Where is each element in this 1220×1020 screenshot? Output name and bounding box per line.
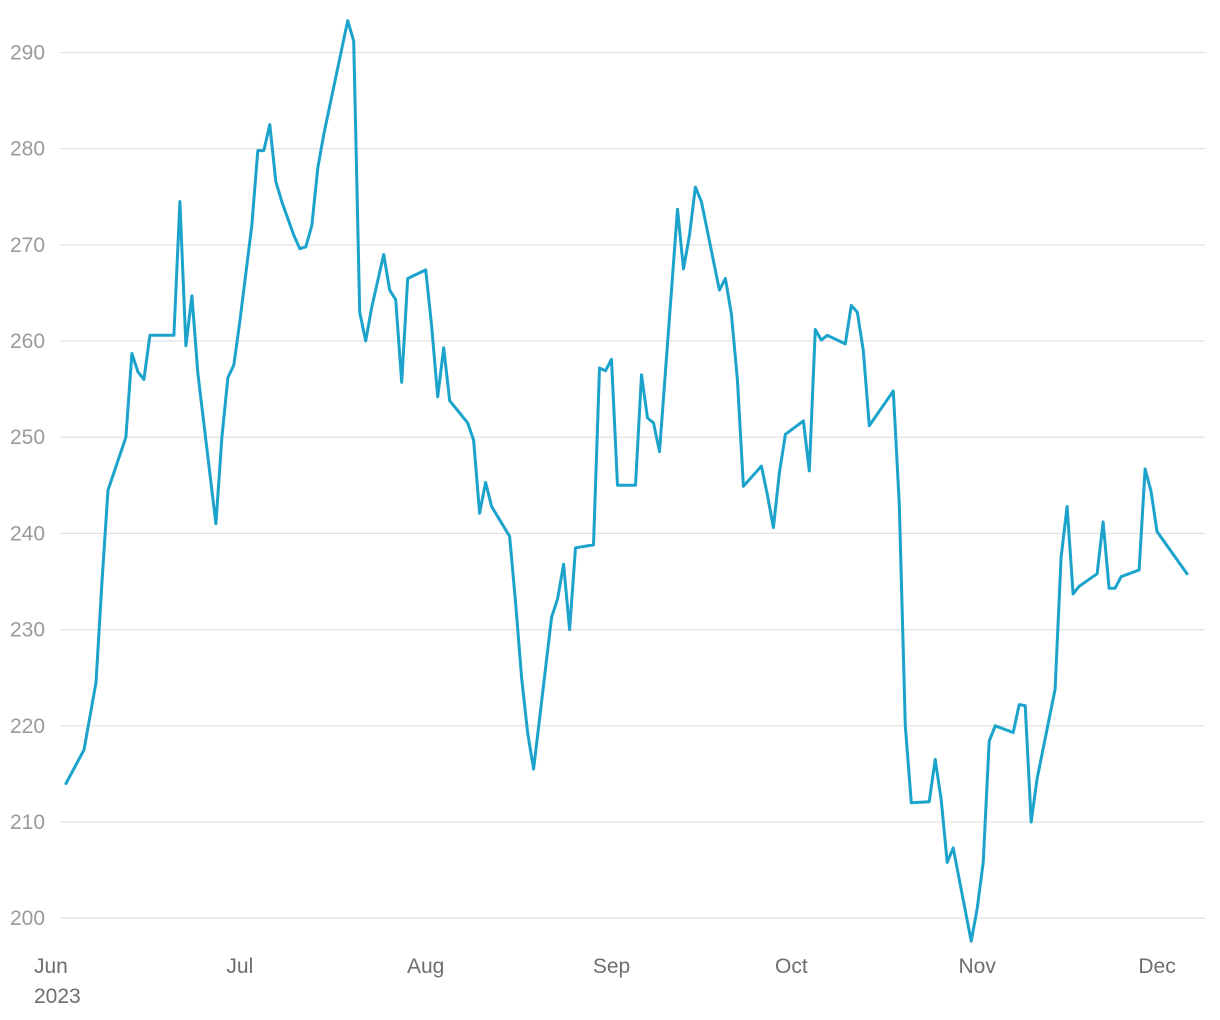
y-tick-label-240: 240 [10,522,45,545]
grid-lines [60,51,1205,919]
x-tick-label-oct: Oct [775,955,808,978]
y-tick-label-250: 250 [10,426,45,449]
x-axis-tick-labels: Jun 2023 Jul Aug Sep Oct Nov Dec [34,955,1176,1008]
series-layer [64,19,1189,943]
x-tick-label-jun: Jun [34,955,68,978]
y-tick-label-220: 220 [10,715,45,738]
y-tick-label-280: 280 [10,138,45,161]
x-tick-label-jul: Jul [226,955,253,978]
series-line-0 [64,19,1189,943]
y-tick-label-230: 230 [10,619,45,642]
y-tick-label-200: 200 [10,907,45,930]
y-tick-label-270: 270 [10,234,45,257]
x-tick-sublabel-year: 2023 [34,985,81,1008]
x-tick-label-dec: Dec [1138,955,1175,978]
x-tick-label-aug: Aug [407,955,444,978]
y-tick-label-260: 260 [10,330,45,353]
x-tick-label-nov: Nov [959,955,997,978]
y-axis-tick-labels: 200 210 220 230 240 250 260 270 280 290 [10,41,45,930]
x-tick-label-sep: Sep [593,955,630,978]
y-tick-label-290: 290 [10,41,45,64]
y-tick-label-210: 210 [10,811,45,834]
